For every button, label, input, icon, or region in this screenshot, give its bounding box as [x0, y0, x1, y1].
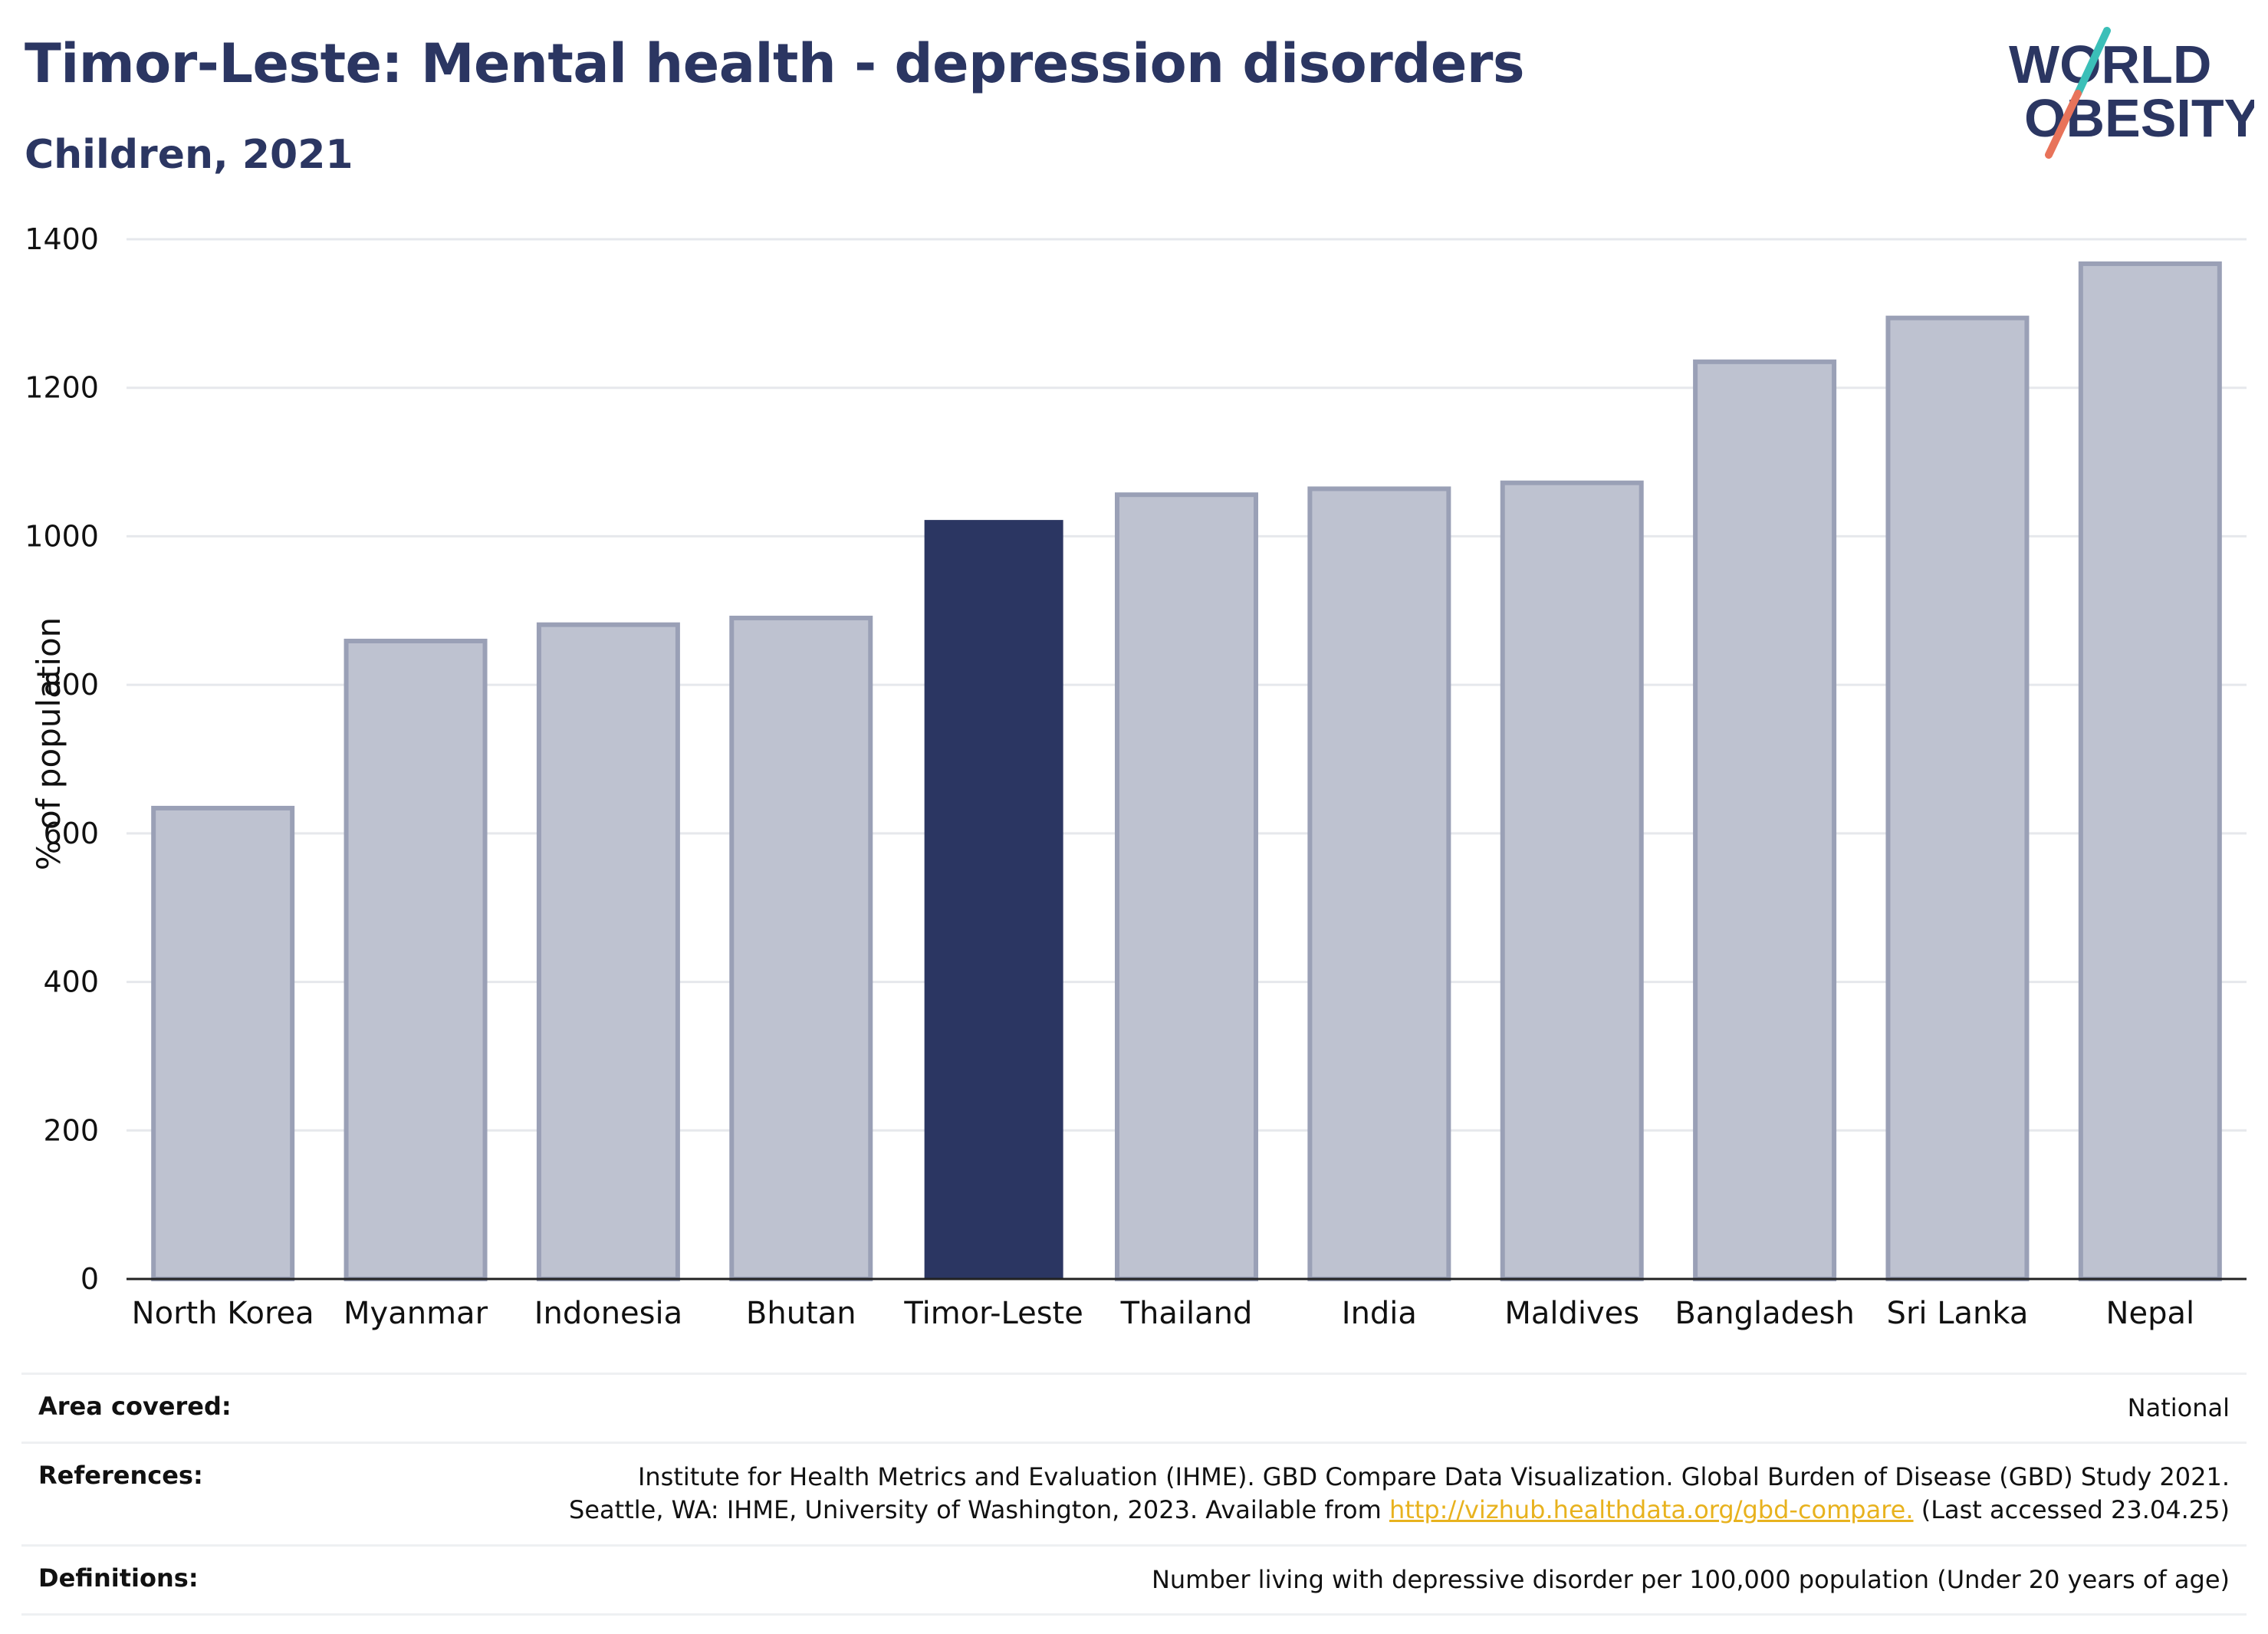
x-tick-label: Timor-Leste [903, 1296, 1083, 1331]
references-value: Institute for Health Metrics and Evaluat… [569, 1461, 2230, 1527]
x-tick-label: India [1342, 1296, 1417, 1331]
y-tick-label: 1000 [25, 519, 99, 553]
world-obesity-logo: WORLD OBESITY [2009, 27, 2254, 159]
x-tick-label: Sri Lanka [1887, 1296, 2029, 1331]
chart-subtitle: Children, 2021 [25, 132, 353, 178]
bar-bangladesh [1693, 359, 1837, 1281]
bar-chart: 0 200 400 600 800 1000 1200 1400 North Korea Myan… [25, 222, 2247, 1331]
references-line2-suffix: (Last accessed 23.04.25) [1913, 1495, 2230, 1525]
bar-maldives [1500, 480, 1644, 1281]
logo-slash-teal [2074, 27, 2111, 97]
logo-line1: WORLD [2009, 35, 2211, 94]
bar-timor-leste [924, 520, 1063, 1279]
info-row-references: References: Institute for Health Metrics… [21, 1442, 2247, 1544]
y-tick-label: 800 [43, 668, 99, 702]
info-row-definitions: Definitions: Number living with depressi… [21, 1544, 2247, 1616]
y-tick-label: 1200 [25, 371, 99, 405]
y-tick-label: 400 [43, 965, 99, 999]
x-tick-label: Myanmar [343, 1296, 488, 1331]
references-line2-prefix: Seattle, WA: IHME, University of Washing… [569, 1495, 1389, 1525]
bar-india [1307, 486, 1451, 1282]
info-table: Area covered: National References: Insti… [21, 1373, 2247, 1616]
definitions-label: Definitions: [38, 1563, 199, 1593]
bar-sri-lanka [1885, 315, 2030, 1281]
references-line1: Institute for Health Metrics and Evaluat… [637, 1462, 2230, 1492]
y-tick-label: 600 [43, 817, 99, 850]
references-label: References: [38, 1461, 203, 1491]
bars [151, 261, 2222, 1282]
area-covered-value: National [2127, 1393, 2230, 1422]
x-tick-label: North Korea [132, 1296, 314, 1331]
axes: 0 200 400 600 800 1000 1200 1400 North Korea Myan… [25, 222, 2247, 1331]
chart-title: Timor-Leste: Mental health - depression … [25, 32, 1525, 95]
x-tick-label: Bhutan [746, 1296, 856, 1331]
logo-slash-coral [2045, 90, 2082, 159]
y-tick-label: 1400 [25, 222, 99, 256]
x-tick-label: Bangladesh [1675, 1296, 1855, 1331]
x-tick-label: Nepal [2106, 1296, 2195, 1331]
y-tick-label: 0 [81, 1262, 99, 1296]
x-tick-label: Indonesia [534, 1296, 682, 1331]
y-tick-label: 200 [43, 1113, 99, 1147]
definitions-value: Number living with depressive disorder p… [1151, 1564, 2230, 1594]
y-axis-label: % of population [30, 617, 67, 871]
x-tick-label: Maldives [1504, 1296, 1639, 1331]
bar-north-korea [151, 805, 295, 1281]
info-row-area: Area covered: National [21, 1373, 2247, 1442]
bar-bhutan [729, 615, 873, 1281]
bar-myanmar [343, 638, 488, 1281]
bar-nepal [2078, 261, 2222, 1281]
bar-indonesia [536, 622, 680, 1281]
references-link[interactable]: http://vizhub.healthdata.org/gbd-compare… [1389, 1495, 1914, 1525]
area-covered-label: Area covered: [38, 1392, 232, 1421]
x-tick-label: Thailand [1120, 1296, 1253, 1331]
bar-thailand [1115, 492, 1258, 1281]
